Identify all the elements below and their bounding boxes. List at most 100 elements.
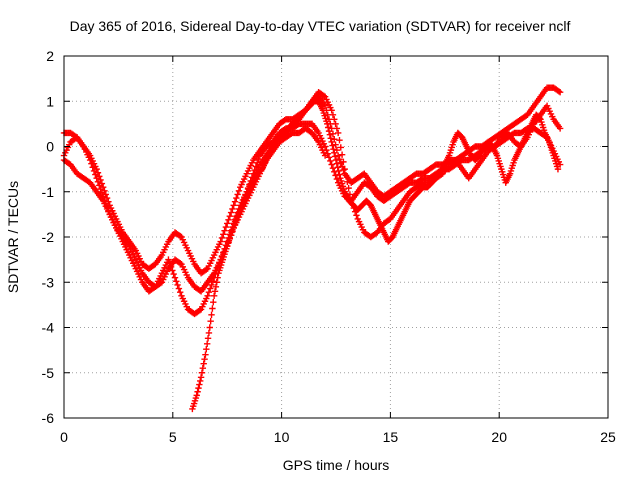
data-point xyxy=(336,136,343,144)
data-point xyxy=(205,329,213,337)
data-point xyxy=(102,191,109,198)
data-point xyxy=(221,227,228,234)
data-point xyxy=(176,289,184,296)
data-point xyxy=(173,278,180,285)
data-point xyxy=(171,274,179,281)
data-point xyxy=(332,120,339,128)
data-point xyxy=(103,194,111,202)
data-point xyxy=(98,180,106,187)
series-trace-5 xyxy=(224,125,329,250)
data-point xyxy=(345,184,352,192)
data-point xyxy=(224,242,231,250)
data-point xyxy=(328,138,335,146)
data-point xyxy=(222,223,230,231)
data-point xyxy=(198,369,206,376)
axis-ticks xyxy=(63,55,609,419)
data-point xyxy=(330,146,337,153)
data-point xyxy=(150,284,158,291)
grid xyxy=(64,56,608,418)
data-point xyxy=(167,263,175,271)
data-point xyxy=(324,120,331,128)
data-point xyxy=(226,212,234,220)
data-point xyxy=(196,381,203,388)
data-point xyxy=(344,178,351,185)
data-point xyxy=(224,220,231,227)
data-point xyxy=(218,234,226,242)
y-axis-label: SDTVAR / TECUs xyxy=(5,181,21,293)
x-axis-label: GPS time / hours xyxy=(283,457,390,473)
data-point xyxy=(194,388,201,395)
series-trace-4 xyxy=(189,98,562,413)
x-tick-label: 15 xyxy=(383,429,399,445)
data-point xyxy=(556,89,564,96)
data-point xyxy=(336,155,343,163)
data-point xyxy=(199,365,207,372)
data-point xyxy=(335,167,342,175)
data-point xyxy=(332,141,339,148)
data-point xyxy=(332,172,339,179)
data-point xyxy=(321,143,329,150)
data-point xyxy=(212,270,219,278)
data-point xyxy=(174,281,181,289)
data-point xyxy=(210,292,218,300)
data-point xyxy=(234,191,241,198)
data-point xyxy=(554,165,562,173)
data-point xyxy=(105,198,112,205)
data-point xyxy=(196,307,203,314)
data-point xyxy=(328,161,335,168)
data-point xyxy=(165,256,172,263)
data-point xyxy=(320,92,328,100)
data-point xyxy=(213,279,220,286)
data-point xyxy=(331,153,339,160)
data-point xyxy=(353,212,360,219)
data-point xyxy=(235,187,243,195)
data-point xyxy=(225,216,232,224)
data-point xyxy=(338,151,346,158)
data-point xyxy=(203,346,210,353)
data-point xyxy=(207,285,214,292)
data-point xyxy=(328,107,335,114)
chart-title: Day 365 of 2016, Sidereal Day-to-day VTE… xyxy=(70,18,571,34)
data-point xyxy=(334,164,341,171)
data-point xyxy=(325,154,333,161)
data-point xyxy=(342,172,350,179)
y-tick-label: 1 xyxy=(46,93,54,109)
data-point xyxy=(193,392,200,399)
x-tick-label: 20 xyxy=(491,429,507,445)
data-point xyxy=(214,274,221,281)
data-point xyxy=(556,125,564,132)
data-point xyxy=(209,305,216,312)
data-point xyxy=(201,355,208,363)
data-point xyxy=(197,374,205,381)
series-trace-2 xyxy=(60,84,564,277)
data-point xyxy=(332,156,340,164)
y-tick-label: -1 xyxy=(42,184,55,200)
data-point xyxy=(340,158,347,166)
data-point xyxy=(203,266,210,273)
x-tick-label: 0 xyxy=(60,429,68,445)
data-point xyxy=(334,152,342,159)
data-point xyxy=(204,335,212,342)
data-point xyxy=(220,231,227,238)
data-point xyxy=(230,202,237,209)
data-point xyxy=(329,165,337,172)
x-tick-label: 5 xyxy=(169,429,177,445)
data-point xyxy=(341,165,348,173)
data-point xyxy=(227,231,235,239)
y-tick-label: -3 xyxy=(42,274,55,290)
data-point xyxy=(206,324,213,331)
data-point xyxy=(94,169,102,176)
data-point xyxy=(340,166,347,174)
data-point xyxy=(99,184,107,191)
data-marks xyxy=(60,84,564,413)
data-point xyxy=(333,175,341,183)
data-point xyxy=(96,173,103,180)
data-point xyxy=(225,239,232,246)
data-point xyxy=(324,124,332,131)
data-point xyxy=(212,283,220,290)
x-tick-label: 25 xyxy=(600,429,616,445)
y-tick-label: 2 xyxy=(46,48,54,64)
data-point xyxy=(227,209,235,216)
data-point xyxy=(197,377,204,385)
data-point xyxy=(329,142,336,149)
